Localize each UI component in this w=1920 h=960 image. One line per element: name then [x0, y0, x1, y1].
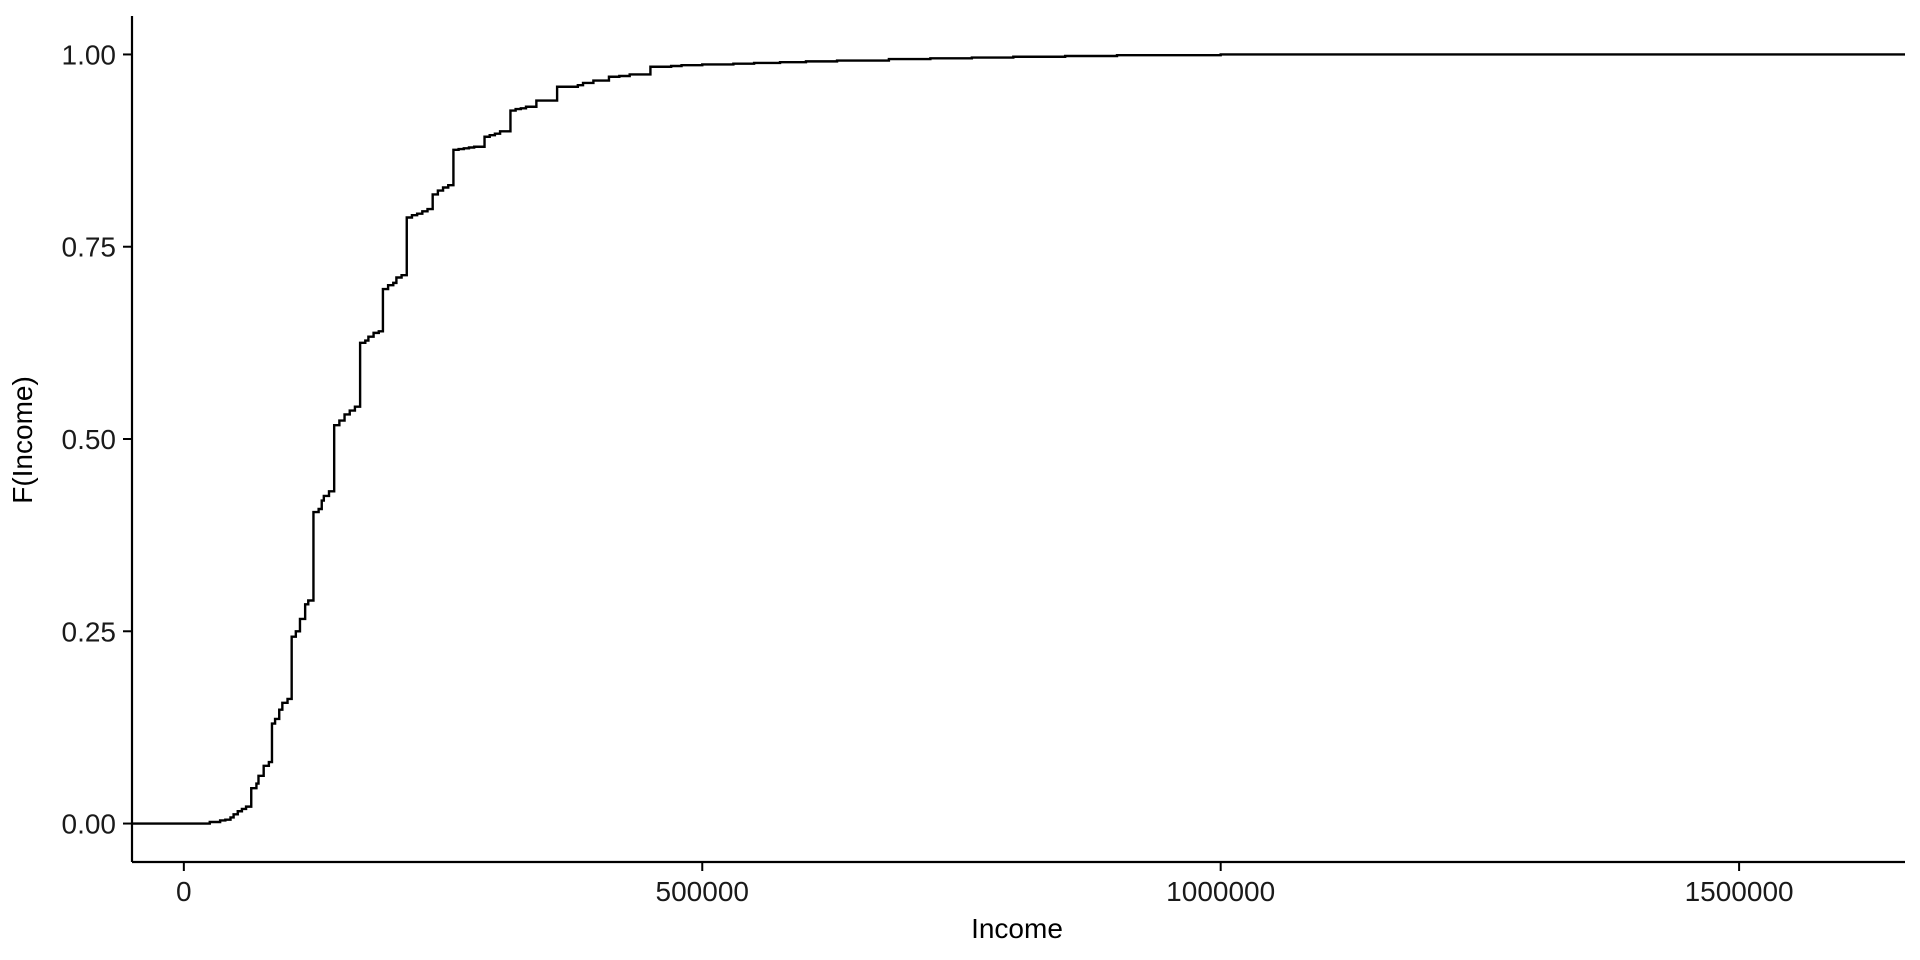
y-axis-title: F(Income)	[7, 376, 38, 504]
y-tick-label: 0.75	[62, 232, 117, 263]
y-axis-ticks: 0.00 0.25 0.50 0.75 1.00	[62, 39, 132, 840]
x-tick-label: 0	[176, 876, 192, 907]
x-axis-title: Income	[971, 913, 1063, 944]
x-axis-ticks: 0 500000 1000000 1500000	[176, 862, 1794, 907]
y-tick-label: 0.25	[62, 616, 117, 647]
x-tick-label: 1000000	[1166, 876, 1275, 907]
x-tick-label: 500000	[656, 876, 749, 907]
y-tick-label: 0.50	[62, 424, 117, 455]
ecdf-series-line	[132, 53, 1905, 825]
x-tick-label: 1500000	[1685, 876, 1794, 907]
y-tick-label: 1.00	[62, 39, 117, 70]
y-tick-label: 0.00	[62, 809, 117, 840]
